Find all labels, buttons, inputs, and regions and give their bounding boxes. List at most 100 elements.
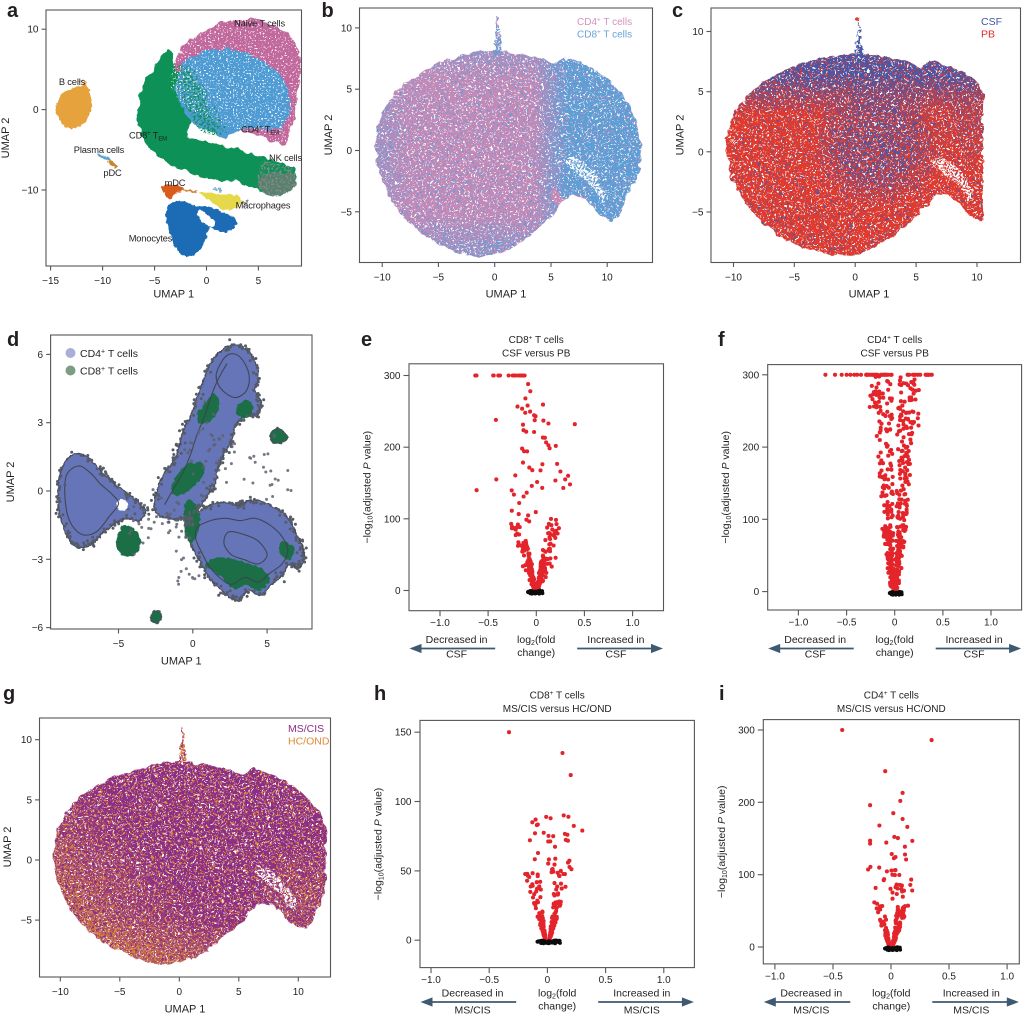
svg-text:MS/CIS: MS/CIS bbox=[455, 1005, 491, 1017]
svg-text:300: 300 bbox=[384, 371, 401, 382]
svg-text:CSF: CSF bbox=[605, 649, 626, 661]
svg-text:0: 0 bbox=[754, 587, 760, 598]
svg-text:0: 0 bbox=[406, 936, 412, 947]
svg-text:log2(fold: log2(fold bbox=[872, 988, 911, 1001]
svg-text:0: 0 bbox=[395, 586, 401, 597]
svg-text:150: 150 bbox=[395, 728, 412, 739]
svg-text:UMAP 2: UMAP 2 bbox=[2, 827, 14, 868]
svg-text:1.0: 1.0 bbox=[626, 618, 640, 629]
svg-text:change): change) bbox=[876, 647, 914, 659]
svg-text:5: 5 bbox=[913, 273, 919, 284]
svg-text:UMAP 2: UMAP 2 bbox=[0, 118, 12, 159]
svg-text:Naive T cells: Naive T cells bbox=[234, 19, 285, 29]
svg-text:−10: −10 bbox=[374, 273, 391, 284]
svg-text:5: 5 bbox=[26, 795, 32, 806]
svg-text:0: 0 bbox=[698, 147, 704, 158]
svg-text:mDC: mDC bbox=[165, 178, 186, 188]
svg-text:3: 3 bbox=[38, 418, 44, 429]
svg-text:UMAP 2: UMAP 2 bbox=[323, 115, 335, 156]
svg-text:−5: −5 bbox=[692, 208, 704, 219]
svg-text:−log10(adjusted P value): −log10(adjusted P value) bbox=[720, 431, 733, 544]
svg-text:50: 50 bbox=[400, 866, 412, 877]
svg-text:g: g bbox=[3, 683, 15, 705]
svg-text:−5: −5 bbox=[433, 273, 445, 284]
svg-text:−5: −5 bbox=[113, 639, 125, 650]
svg-text:−5: −5 bbox=[789, 273, 801, 284]
svg-text:0: 0 bbox=[852, 273, 858, 284]
svg-text:MS/CIS versus HC/OND: MS/CIS versus HC/OND bbox=[503, 704, 612, 715]
svg-text:0: 0 bbox=[492, 273, 498, 284]
svg-text:CD8+ T cells: CD8+ T cells bbox=[530, 690, 585, 702]
svg-text:i: i bbox=[719, 683, 725, 705]
svg-text:5: 5 bbox=[256, 276, 262, 287]
svg-text:b: b bbox=[322, 0, 334, 22]
svg-text:−6: −6 bbox=[32, 623, 44, 634]
svg-text:5: 5 bbox=[548, 273, 554, 284]
svg-text:log2(fold: log2(fold bbox=[876, 634, 915, 647]
svg-text:change): change) bbox=[538, 1001, 576, 1013]
svg-text:Increased in: Increased in bbox=[945, 634, 1002, 646]
svg-text:100: 100 bbox=[738, 870, 755, 881]
svg-text:0: 0 bbox=[346, 146, 352, 157]
svg-text:10: 10 bbox=[692, 27, 704, 38]
svg-text:Increased in: Increased in bbox=[943, 988, 1000, 1000]
svg-text:6: 6 bbox=[38, 350, 44, 361]
svg-text:MS/CIS: MS/CIS bbox=[953, 1005, 989, 1017]
svg-text:−0.5: −0.5 bbox=[478, 618, 498, 629]
svg-text:log2(fold: log2(fold bbox=[517, 634, 556, 647]
svg-text:1.0: 1.0 bbox=[657, 975, 671, 986]
svg-text:CD4+ T cells: CD4+ T cells bbox=[867, 335, 922, 347]
svg-text:CD4+ T cells: CD4+ T cells bbox=[80, 348, 138, 360]
svg-text:UMAP 1: UMAP 1 bbox=[486, 289, 527, 301]
svg-text:5: 5 bbox=[236, 987, 242, 998]
svg-text:UMAP 1: UMAP 1 bbox=[165, 1004, 206, 1016]
svg-text:−1.0: −1.0 bbox=[430, 618, 450, 629]
svg-text:10: 10 bbox=[341, 23, 353, 34]
svg-text:Monocytes: Monocytes bbox=[129, 234, 173, 244]
svg-text:0.5: 0.5 bbox=[577, 618, 591, 629]
svg-text:h: h bbox=[374, 683, 386, 705]
svg-text:10: 10 bbox=[293, 987, 305, 998]
svg-text:1.0: 1.0 bbox=[1000, 971, 1014, 982]
svg-text:−3: −3 bbox=[32, 555, 44, 566]
svg-text:pDC: pDC bbox=[103, 168, 122, 178]
svg-text:CSF versus PB: CSF versus PB bbox=[502, 349, 571, 360]
svg-text:0: 0 bbox=[545, 975, 551, 986]
svg-text:Decreased in: Decreased in bbox=[426, 634, 488, 646]
svg-text:0: 0 bbox=[33, 105, 39, 116]
svg-text:−5: −5 bbox=[149, 276, 161, 287]
svg-text:UMAP 1: UMAP 1 bbox=[161, 656, 202, 668]
svg-text:UMAP 2: UMAP 2 bbox=[675, 115, 687, 156]
svg-text:MS/CIS versus HC/OND: MS/CIS versus HC/OND bbox=[837, 704, 946, 715]
svg-text:MS/CIS: MS/CIS bbox=[624, 1005, 660, 1017]
svg-text:UMAP 2: UMAP 2 bbox=[5, 462, 17, 503]
svg-text:300: 300 bbox=[738, 726, 755, 737]
svg-text:100: 100 bbox=[743, 515, 760, 526]
svg-text:0.5: 0.5 bbox=[942, 971, 956, 982]
svg-text:CSF: CSF bbox=[805, 649, 826, 661]
svg-text:0.5: 0.5 bbox=[599, 975, 613, 986]
svg-text:CSF: CSF bbox=[981, 16, 1002, 28]
svg-text:−1.0: −1.0 bbox=[789, 618, 809, 629]
svg-text:−10: −10 bbox=[22, 186, 39, 197]
svg-text:1.0: 1.0 bbox=[984, 618, 998, 629]
svg-text:200: 200 bbox=[738, 798, 755, 809]
svg-text:0: 0 bbox=[26, 856, 32, 867]
svg-text:f: f bbox=[718, 329, 725, 351]
svg-text:CD8+ T cells: CD8+ T cells bbox=[577, 29, 632, 41]
svg-text:0: 0 bbox=[177, 987, 183, 998]
svg-text:Decreased in: Decreased in bbox=[784, 634, 846, 646]
svg-text:Plasma cells: Plasma cells bbox=[74, 145, 125, 155]
svg-text:Increased in: Increased in bbox=[613, 988, 670, 1000]
svg-text:−0.5: −0.5 bbox=[837, 618, 857, 629]
svg-text:change): change) bbox=[872, 1001, 910, 1013]
svg-text:0: 0 bbox=[749, 943, 755, 954]
svg-text:CSF versus PB: CSF versus PB bbox=[861, 349, 930, 360]
svg-text:d: d bbox=[7, 329, 19, 351]
svg-text:−10: −10 bbox=[94, 276, 111, 287]
svg-text:5: 5 bbox=[264, 639, 270, 650]
svg-text:200: 200 bbox=[384, 443, 401, 454]
svg-text:0: 0 bbox=[38, 487, 44, 498]
svg-text:Decreased in: Decreased in bbox=[442, 988, 504, 1000]
svg-text:UMAP 1: UMAP 1 bbox=[153, 289, 194, 301]
